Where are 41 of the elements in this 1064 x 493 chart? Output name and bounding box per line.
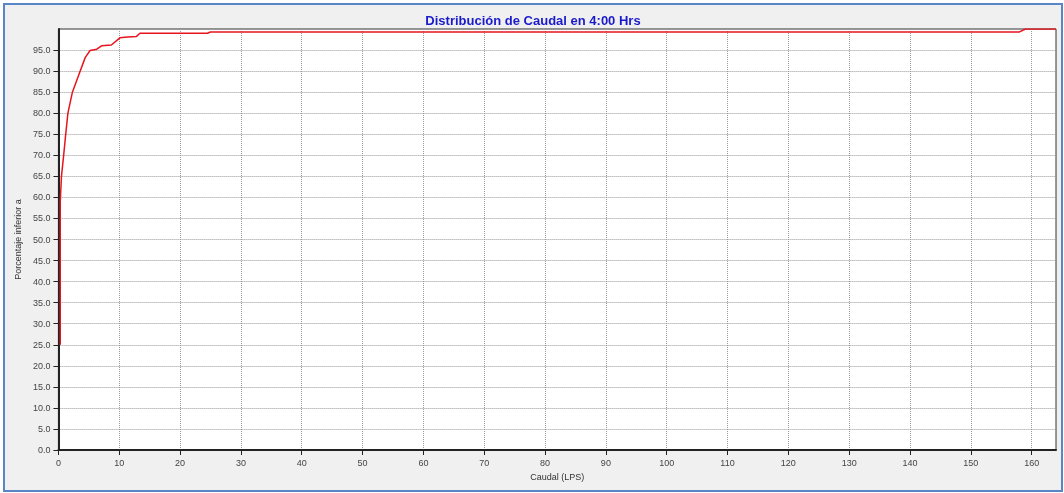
- x-axis-title: Caudal (LPS): [530, 471, 585, 482]
- x-tick-label: 120: [780, 457, 796, 468]
- x-tick-label: 150: [963, 457, 979, 468]
- x-tick-label: 90: [600, 457, 611, 468]
- line-series: [59, 28, 1057, 346]
- x-tick-label: 20: [175, 457, 186, 468]
- x-tick-label: 110: [720, 457, 735, 468]
- x-tick-label: 160: [1024, 457, 1040, 468]
- y-tick-label: 75.0: [32, 129, 51, 140]
- chart-title: Distribución de Caudal en 4:00 Hrs: [425, 13, 641, 28]
- x-tick-label: 100: [659, 457, 675, 468]
- y-tick-label: 45.0: [32, 255, 51, 266]
- y-tick-label: 85.0: [32, 87, 51, 98]
- y-tick-label: 95.0: [32, 45, 51, 56]
- y-tick-label: 65.0: [32, 171, 51, 182]
- x-tick-label: 0: [55, 457, 61, 468]
- y-tick-label: 30.0: [32, 318, 51, 329]
- y-tick-label: 55.0: [32, 213, 51, 224]
- x-tick-label: 60: [418, 457, 429, 468]
- x-tick-label: 40: [296, 457, 307, 468]
- x-tick-label: 80: [540, 457, 551, 468]
- y-tick-label: 0.0: [37, 445, 51, 455]
- y-tick-label: 5.0: [37, 423, 51, 434]
- x-tick-label: 130: [841, 457, 857, 468]
- x-tick-label: 140: [902, 457, 918, 468]
- x-tick-label: 70: [479, 457, 490, 468]
- x-tick-label: 10: [114, 457, 125, 468]
- y-tick-label: 15.0: [32, 381, 51, 392]
- y-tick-label: 10.0: [32, 402, 51, 413]
- y-tick-label: 50.0: [32, 234, 51, 245]
- y-tick-label: 90.0: [32, 66, 51, 77]
- y-tick-label: 40.0: [32, 276, 51, 287]
- y-tick-label: 25.0: [32, 339, 51, 350]
- y-tick-label: 35.0: [32, 297, 51, 308]
- y-tick-label: 70.0: [32, 150, 51, 161]
- x-tick-label: 30: [235, 457, 246, 468]
- y-axis-title: Porcentaje inferior a: [12, 199, 23, 280]
- x-tick-label: 50: [357, 457, 368, 468]
- y-tick-label: 60.0: [32, 192, 51, 203]
- y-tick-label: 80.0: [32, 108, 51, 119]
- y-tick-label: 20.0: [32, 360, 51, 371]
